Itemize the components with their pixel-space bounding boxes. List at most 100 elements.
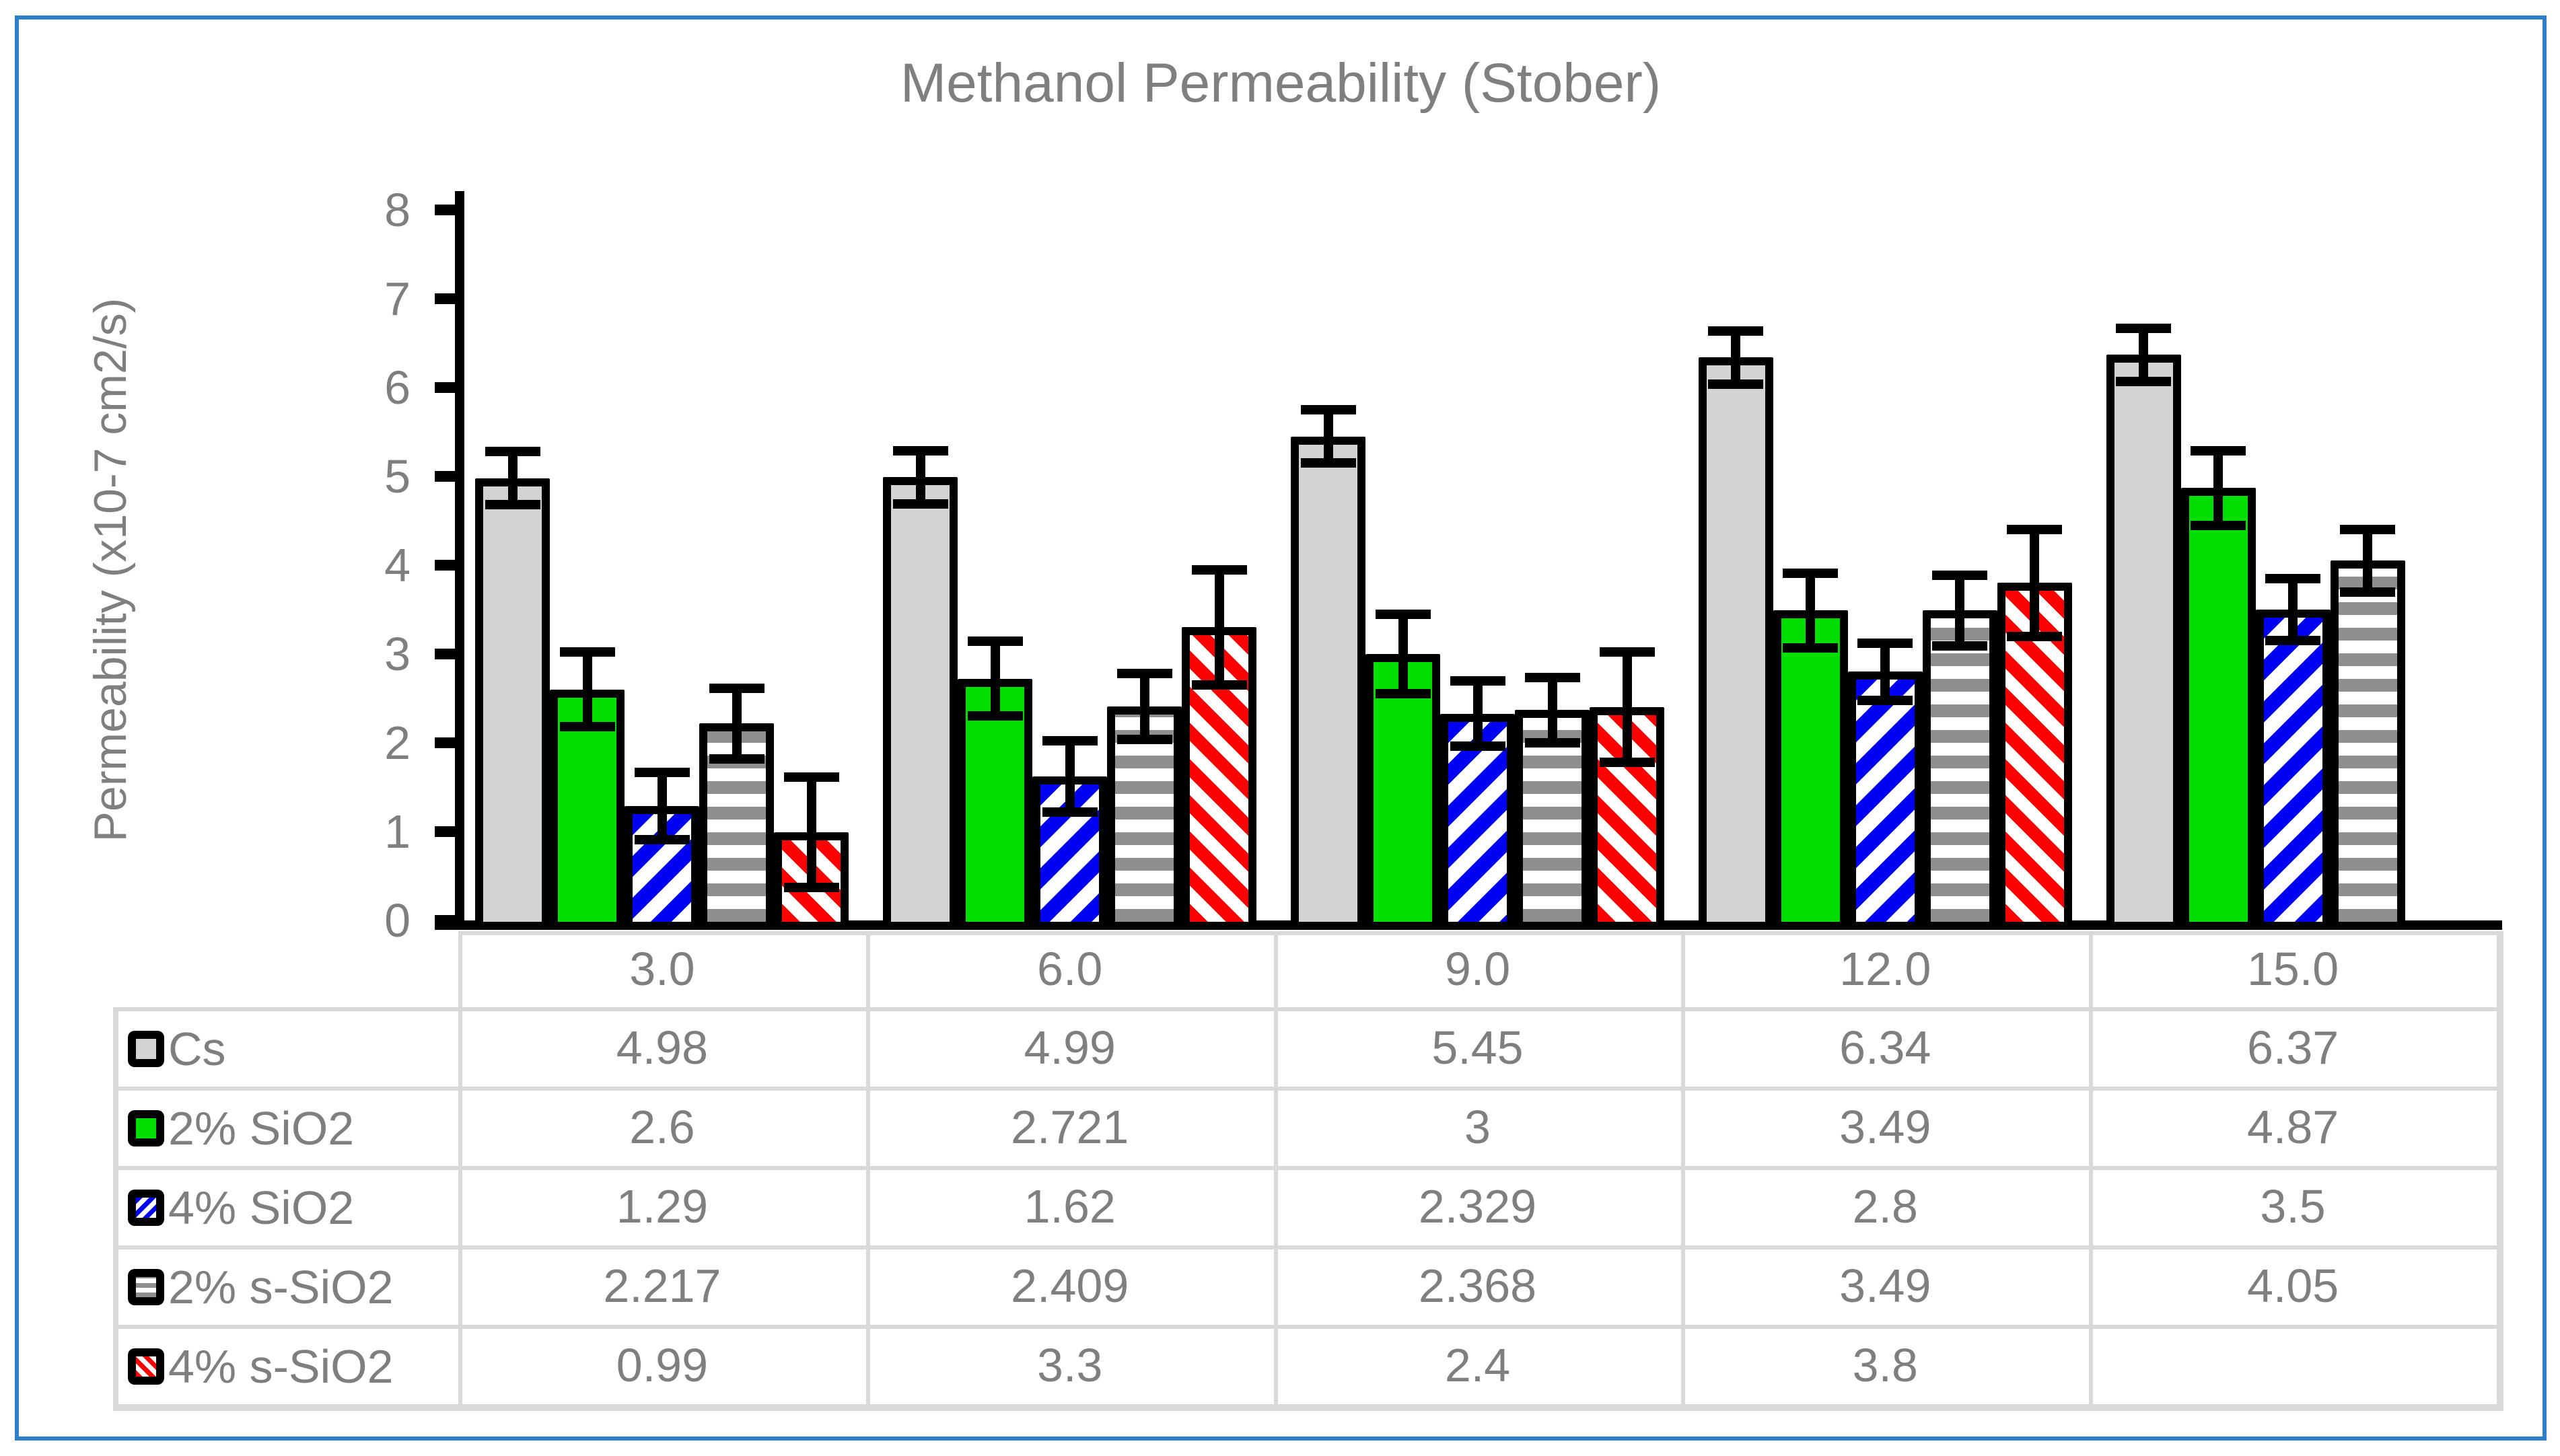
table-value-cell: 1.29 <box>616 1180 709 1233</box>
legend-item-2-s-sio2: 2% s-SiO2 <box>128 1249 453 1325</box>
table-value-cell: 3.8 <box>1852 1339 1918 1391</box>
table-col-line <box>2089 931 2094 1404</box>
legend-item-4-sio2: 4% SiO2 <box>128 1170 453 1245</box>
table-border-left <box>113 1007 118 1404</box>
bar-2-s-sio2-12.0 <box>1922 610 1997 930</box>
y-tick-mark <box>435 382 455 393</box>
bar-2-sio2-15.0 <box>2180 488 2256 930</box>
table-value-cell: 2.368 <box>1418 1260 1537 1312</box>
error-bar-cap-top <box>1300 405 1356 414</box>
error-bar-cap-bottom <box>2191 520 2246 530</box>
bar-cs-12.0 <box>1698 357 1773 930</box>
error-bar-cap-bottom <box>1524 738 1580 748</box>
table-row-line <box>113 1007 2503 1011</box>
error-bar-cap-top <box>2007 525 2063 535</box>
y-tick-mark <box>435 649 455 659</box>
y-tick-mark <box>435 293 455 304</box>
table-row-line <box>113 1245 2503 1249</box>
category-header-cell: 6.0 <box>1037 943 1103 995</box>
error-bar-line <box>1547 677 1557 743</box>
error-bar-line <box>915 450 925 504</box>
error-bar-line <box>507 451 518 505</box>
error-bar-cap-bottom <box>1932 641 1988 651</box>
error-bar-line <box>1065 741 1075 812</box>
y-tick-mark <box>435 471 455 482</box>
legend-label: 4% SiO2 <box>168 1181 355 1234</box>
error-bar-line <box>1323 410 1333 464</box>
error-bar-cap-top <box>1450 676 1505 686</box>
error-bar-cap-top <box>1191 565 1247 575</box>
table-border-bottom <box>113 1404 2503 1411</box>
error-bar-line <box>2030 530 2040 636</box>
table-row-line <box>113 1166 2503 1170</box>
bar-4-s-sio2-6.0 <box>1182 627 1257 930</box>
error-bar-cap-bottom <box>1857 695 1913 705</box>
error-bar-cap-bottom <box>634 834 690 844</box>
bar-2-sio2-12.0 <box>1773 610 1848 930</box>
category-header-cell: 3.0 <box>629 943 695 995</box>
y-tick-label: 4 <box>384 539 411 591</box>
error-bar-cap-top <box>783 772 839 782</box>
table-col-line <box>2497 931 2503 1411</box>
error-bar-cap-bottom <box>1375 689 1431 699</box>
error-bar-cap-bottom <box>1599 758 1655 768</box>
error-bar-cap-bottom <box>485 500 540 510</box>
table-value-cell: 4.99 <box>1024 1021 1116 1074</box>
table-value-cell: 2.6 <box>629 1101 695 1153</box>
legend-item-4-s-sio2: 4% s-SiO2 <box>128 1329 453 1404</box>
error-bar-line <box>1955 575 1965 647</box>
error-bar-cap-bottom <box>892 499 948 509</box>
error-bar-cap-bottom <box>2340 587 2396 597</box>
error-bar-line <box>990 641 1000 717</box>
table-value-cell <box>2089 1330 2497 1400</box>
error-bar-line <box>1806 573 1816 648</box>
error-bar-line <box>582 652 592 727</box>
bar-2-s-sio2-15.0 <box>2330 560 2405 930</box>
table-row-line <box>113 1087 2503 1091</box>
category-header-cell: 9.0 <box>1444 943 1511 995</box>
error-bar-line <box>2213 450 2224 525</box>
error-bar-cap-top <box>2191 445 2246 456</box>
error-bar-cap-top <box>634 767 690 777</box>
error-bar-cap-top <box>1042 736 1098 746</box>
error-bar-line <box>1214 569 1224 686</box>
legend-item-cs: Cs <box>128 1011 453 1087</box>
error-bar-cap-bottom <box>1783 643 1839 653</box>
y-tick-label: 0 <box>384 894 411 947</box>
error-bar-line <box>1731 330 1741 384</box>
error-bar-cap-bottom <box>559 722 615 732</box>
error-bar-cap-top <box>1116 669 1172 679</box>
y-tick-mark <box>435 737 455 748</box>
table-value-cell: 3.5 <box>2260 1180 2326 1233</box>
chart-title: Methanol Permeability (Stober) <box>900 52 1662 114</box>
table-value-cell: 3.49 <box>1839 1101 1931 1153</box>
table-value-cell: 3.49 <box>1839 1260 1931 1312</box>
table-col-line <box>458 931 462 1404</box>
y-tick-label: 8 <box>384 184 411 236</box>
error-bar-cap-bottom <box>1116 734 1172 744</box>
legend-label: 4% s-SiO2 <box>168 1340 394 1393</box>
error-bar-cap-top <box>709 683 765 693</box>
error-bar-cap-bottom <box>967 711 1023 721</box>
bar-cs-3.0 <box>475 478 550 930</box>
error-bar-cap-bottom <box>1300 458 1356 468</box>
table-row-line <box>113 1325 2503 1329</box>
table-border-top <box>458 931 2503 935</box>
error-bar-line <box>2139 328 2149 381</box>
table-value-cell: 2.4 <box>1444 1339 1511 1391</box>
category-header-cell: 12.0 <box>1839 943 1931 995</box>
table-value-cell: 2.409 <box>1011 1260 1129 1312</box>
error-bar-cap-top <box>2116 323 2172 333</box>
error-bar-cap-top <box>1783 568 1839 578</box>
bar-cs-6.0 <box>883 477 958 930</box>
error-bar-line <box>657 772 667 840</box>
error-bar-cap-bottom <box>1708 379 1764 389</box>
bar-4-sio2-6.0 <box>1032 776 1108 930</box>
error-bar-line <box>1622 652 1632 763</box>
bar-2-sio2-9.0 <box>1365 654 1440 930</box>
y-tick-label: 5 <box>384 450 411 503</box>
error-bar-cap-top <box>1375 609 1431 619</box>
table-value-cell: 2.8 <box>1852 1180 1918 1233</box>
y-axis-title-text: Permeability (x10-7 cm2/s) <box>85 297 136 842</box>
error-bar-cap-top <box>1932 570 1988 580</box>
